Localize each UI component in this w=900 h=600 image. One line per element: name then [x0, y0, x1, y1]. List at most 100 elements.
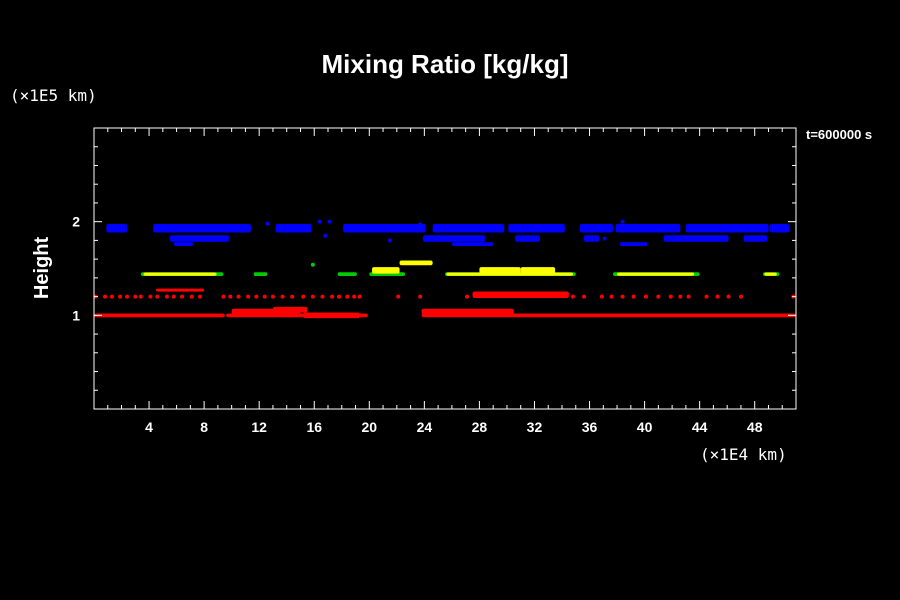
mid_core-band [372, 267, 400, 274]
low-point [715, 294, 720, 299]
high-point [620, 219, 625, 224]
high-band [106, 224, 128, 233]
high-band [584, 235, 600, 242]
mid_core-band [764, 272, 777, 276]
high-band [743, 235, 768, 242]
x-tick-label: 32 [527, 419, 543, 435]
mid_core-band [143, 272, 217, 276]
x-axis-unit: (×1E4 km) [700, 445, 787, 464]
low-point [148, 294, 153, 299]
high-band [451, 242, 494, 247]
low-point [155, 294, 160, 299]
mid_edge-band [253, 272, 268, 276]
high-point [317, 219, 322, 224]
high-band [169, 235, 229, 242]
high-band [275, 224, 312, 233]
y-tick-label: 1 [72, 307, 80, 323]
low-point [197, 294, 202, 299]
low-point [301, 294, 306, 299]
low-point [337, 294, 342, 299]
low-point [726, 294, 731, 299]
y-tick-label: 2 [72, 214, 80, 230]
low-point [668, 294, 673, 299]
low-point [254, 294, 259, 299]
low-band [272, 306, 308, 313]
low-point [290, 294, 295, 299]
mid_edge-point [310, 262, 315, 267]
high-band [343, 224, 426, 233]
high-point [265, 221, 270, 226]
x-tick-label: 40 [637, 419, 653, 435]
low-point [164, 294, 169, 299]
x-tick-label: 12 [251, 419, 267, 435]
time-label: t=600000 s [806, 127, 872, 142]
low-point [609, 294, 614, 299]
low-point [582, 294, 587, 299]
x-tick-label: 36 [582, 419, 598, 435]
mid_core-band [399, 260, 433, 266]
low-point [221, 294, 226, 299]
low-point [228, 294, 233, 299]
low-point [118, 294, 123, 299]
low-band [421, 313, 796, 318]
chart-title: Mixing Ratio [kg/kg] [322, 49, 569, 79]
high-band [173, 242, 194, 247]
low-point [418, 294, 423, 299]
low-point [133, 294, 138, 299]
low-point [270, 294, 275, 299]
low-band [303, 312, 360, 319]
low-point [704, 294, 709, 299]
x-tick-label: 24 [417, 419, 433, 435]
mid_core-band [617, 272, 695, 276]
low-point [643, 294, 648, 299]
low-point [280, 294, 285, 299]
y-axis-unit: (×1E5 km) [10, 86, 97, 105]
high-band [579, 224, 613, 233]
low-point [656, 294, 661, 299]
low-point [310, 294, 315, 299]
low-point [171, 294, 176, 299]
y-axis-label: Height [31, 237, 53, 300]
low-point [345, 294, 350, 299]
low-band [155, 288, 205, 292]
low-point [103, 294, 108, 299]
low-point [236, 294, 241, 299]
x-tick-label: 28 [472, 419, 488, 435]
low-point [262, 294, 267, 299]
plot-frame [93, 127, 797, 410]
low-point [686, 294, 691, 299]
mid_core-band [479, 267, 521, 274]
high-band [508, 224, 565, 233]
high-point [602, 236, 607, 241]
low-band [421, 308, 514, 315]
low-point [571, 294, 576, 299]
high-band [685, 224, 769, 233]
low-point [180, 294, 185, 299]
low-point [599, 294, 604, 299]
high-band [615, 224, 681, 233]
high-band [432, 224, 505, 233]
high-band [663, 235, 729, 242]
low-point [396, 294, 401, 299]
low-point [738, 294, 743, 299]
low-point [352, 294, 357, 299]
low-point [465, 294, 470, 299]
x-tick-label: 48 [747, 419, 763, 435]
high-band [153, 224, 251, 233]
high-band [769, 224, 790, 233]
low-point [320, 294, 325, 299]
x-tick-label: 4 [145, 419, 153, 435]
low-point [189, 294, 194, 299]
high-band [422, 235, 485, 242]
low-point [357, 294, 362, 299]
x-tick-label: 8 [200, 419, 208, 435]
x-tick-label: 16 [306, 419, 322, 435]
low-point [620, 294, 625, 299]
low-point [138, 294, 143, 299]
high-point [323, 233, 328, 238]
low-band [472, 291, 569, 299]
high-point [327, 219, 332, 224]
